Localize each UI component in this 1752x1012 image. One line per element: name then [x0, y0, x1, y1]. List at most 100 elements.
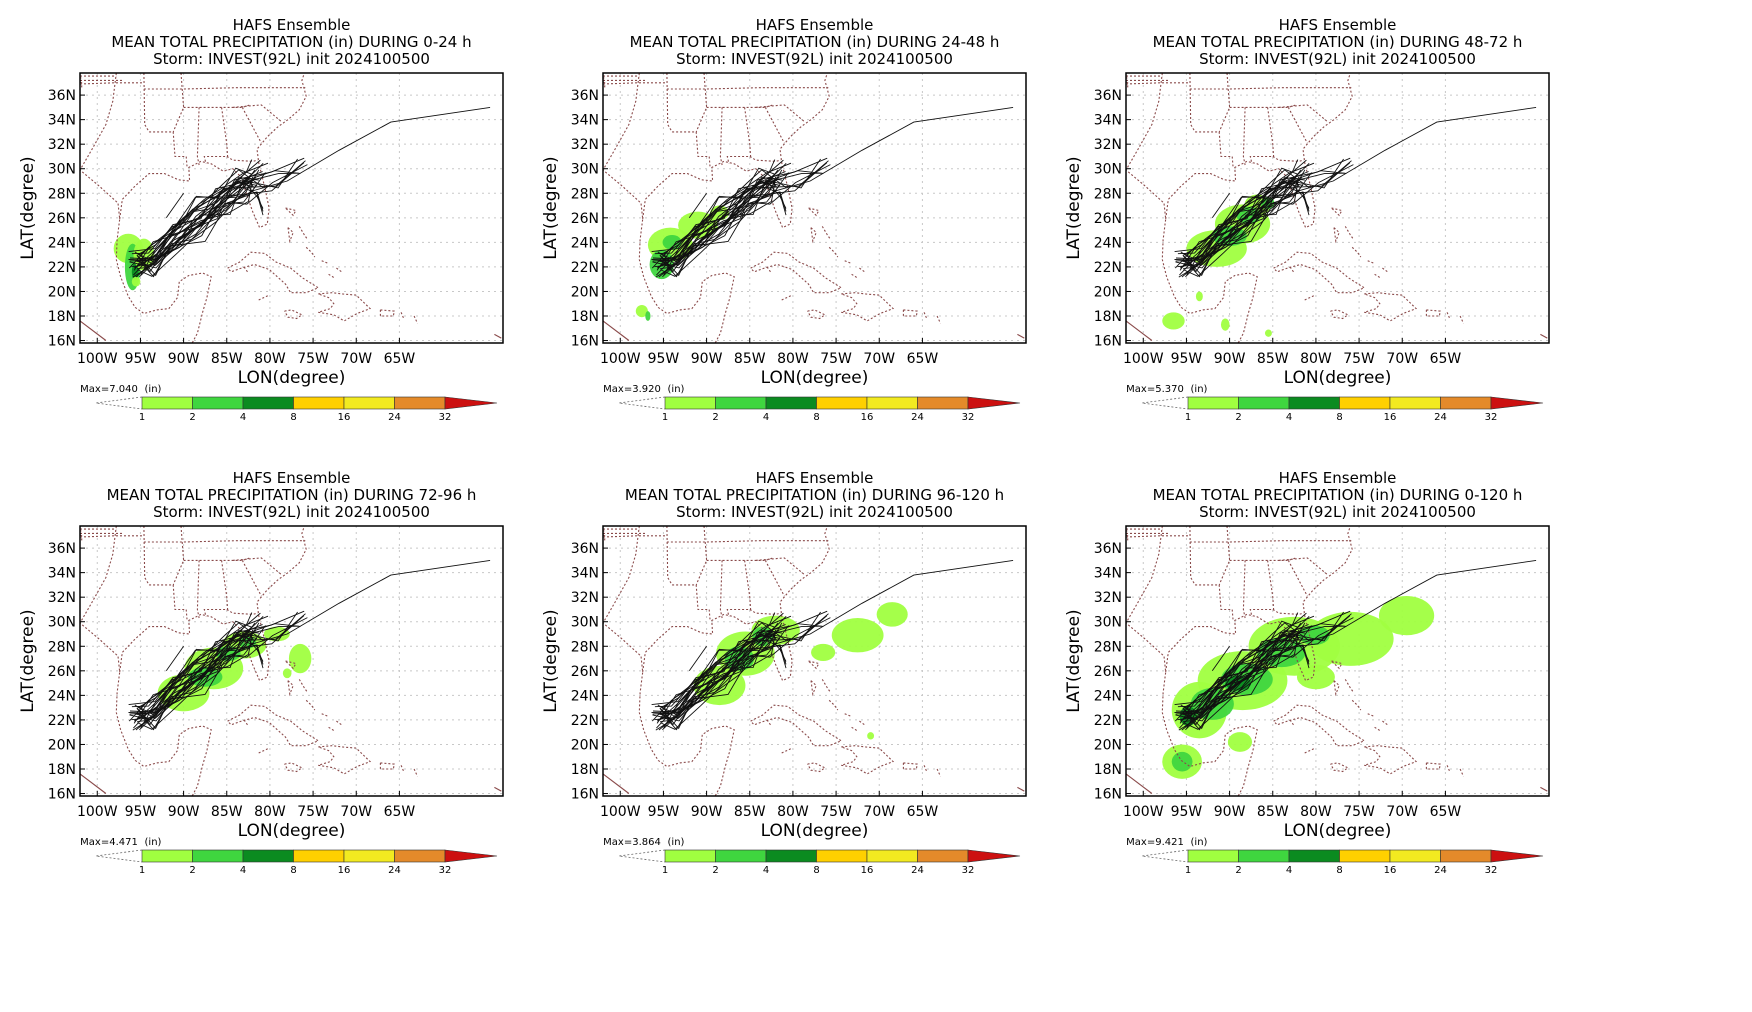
y-tick-label: 16N: [571, 787, 599, 803]
y-tick-label: 32N: [48, 590, 76, 606]
colorbar-level-label: 2: [189, 412, 195, 423]
x-tick-label: 80W: [777, 351, 809, 367]
colorbar-segment: [1389, 849, 1441, 863]
caribbean-island: [1459, 315, 1464, 324]
y-tick-label: 24N: [571, 688, 599, 704]
x-axis-label: LON(degree): [1284, 821, 1392, 841]
ensemble-track: [140, 159, 261, 255]
panel-title: HAFS Ensemble: [1279, 16, 1397, 34]
caribbean-island: [318, 745, 372, 775]
caribbean-island: [766, 266, 771, 273]
colorbar-arrow: [1490, 396, 1544, 410]
y-tick-label: 18N: [1094, 309, 1122, 325]
x-axis-label: LON(degree): [761, 368, 869, 388]
x-tick-label: 75W: [820, 351, 852, 367]
colorbar-level-label: 24: [388, 412, 401, 423]
y-tick-label: 24N: [48, 235, 76, 251]
map-frame: [1125, 525, 1550, 797]
caribbean-island: [851, 273, 858, 279]
colorbar-segment: [1288, 849, 1340, 863]
colorbar: Max=5.370 (in)1 2 4 8 16 24 32: [1126, 384, 1544, 423]
x-tick-label: 65W: [907, 351, 939, 367]
precip-shading: [867, 732, 875, 740]
y-tick-label: 32N: [571, 137, 599, 153]
ensemble-track: [1184, 610, 1351, 728]
caribbean-island: [328, 726, 335, 732]
caribbean-island: [336, 267, 342, 273]
state-border: [1126, 534, 1129, 542]
ensemble-track: [657, 622, 787, 721]
y-tick-label: 22N: [571, 260, 599, 276]
caribbean-island: [1374, 726, 1381, 732]
x-tick-label: 95W: [648, 351, 680, 367]
colorbar-level-label: 4: [763, 865, 769, 876]
ensemble-track: [134, 634, 256, 722]
state-border: [1195, 584, 1234, 620]
precip-shading: [288, 643, 312, 674]
state-border: [1189, 526, 1196, 586]
colorbar-level-label: 4: [763, 412, 769, 423]
colorbar-segment: [866, 396, 918, 410]
colorbar-level-label: 2: [1235, 865, 1241, 876]
caribbean-island: [379, 762, 395, 770]
state-border: [706, 104, 774, 108]
coast-fragment: [1017, 786, 1025, 792]
caribbean-island: [844, 260, 852, 264]
state-border: [706, 557, 774, 561]
caribbean-island: [1364, 745, 1418, 775]
y-tick-label: 30N: [48, 162, 76, 178]
colorbar-level-label: 32: [962, 412, 975, 423]
caribbean-island: [808, 207, 820, 217]
x-tick-label: 65W: [384, 351, 416, 367]
colorbar-segment: [765, 396, 817, 410]
caribbean-island: [1344, 679, 1355, 694]
ensemble-track: [165, 646, 184, 672]
y-tick-label: 24N: [48, 688, 76, 704]
y-tick-label: 26N: [571, 664, 599, 680]
caribbean-island: [400, 765, 405, 772]
state-border: [1189, 73, 1196, 133]
state-border: [603, 81, 606, 89]
colorbar-segment: [1238, 849, 1290, 863]
y-tick-label: 36N: [48, 541, 76, 557]
state-border: [749, 156, 781, 162]
colorbar-segment: [816, 849, 868, 863]
state-border: [226, 156, 258, 162]
ensemble-track: [663, 612, 784, 708]
ensemble-track: [136, 180, 253, 273]
state-border: [719, 107, 723, 166]
colorbar-segment: [917, 396, 969, 410]
y-tick-label: 24N: [1094, 235, 1122, 251]
y-tick-label: 18N: [571, 309, 599, 325]
coast-fragment: [1540, 786, 1548, 792]
caribbean-island: [821, 226, 832, 241]
state-border: [719, 560, 723, 619]
colorbar-below-min: [95, 396, 143, 410]
panel-subtitle: MEAN TOTAL PRECIPITATION (in) DURING 72-…: [107, 486, 477, 504]
x-tick-label: 80W: [254, 804, 286, 820]
colorbar-level-label: 24: [1434, 865, 1447, 876]
ensemble-track: [656, 181, 787, 271]
ensemble-track: [1179, 634, 1310, 724]
colorbar-segment: [1288, 396, 1340, 410]
ensemble-track: [1211, 193, 1230, 219]
y-tick-label: 20N: [1094, 737, 1122, 753]
ensemble-track: [657, 169, 787, 268]
panel-title: HAFS Ensemble: [756, 16, 874, 34]
caribbean-island: [284, 762, 303, 773]
precip-shading: [876, 602, 908, 627]
y-tick-label: 18N: [48, 762, 76, 778]
caribbean-island: [227, 251, 320, 294]
ensemble-track: [1175, 615, 1310, 715]
y-tick-label: 22N: [48, 260, 76, 276]
precip-shading: [1220, 318, 1230, 331]
colorbar-level-label: 16: [1384, 412, 1397, 423]
us-coastline: [119, 526, 307, 682]
map-frame: [79, 72, 504, 344]
colorbar-level-label: 4: [1286, 865, 1292, 876]
caribbean-island: [902, 762, 918, 770]
state-border: [1195, 131, 1234, 167]
colorbar-level-label: 16: [861, 412, 874, 423]
y-tick-label: 24N: [571, 235, 599, 251]
